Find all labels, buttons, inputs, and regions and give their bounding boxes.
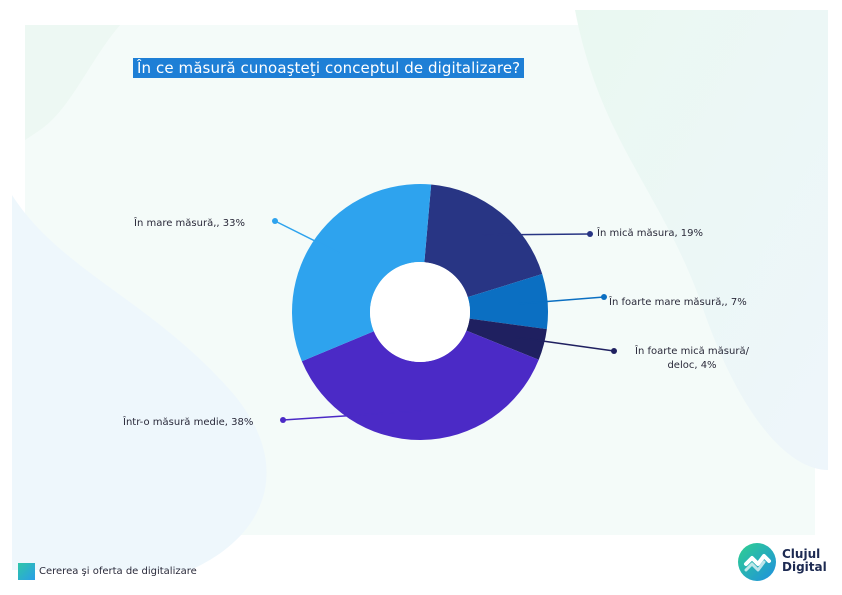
slice-foarte-mare-leader-dot: [601, 294, 607, 300]
slice-medie-leader-line: [282, 410, 421, 421]
slice-foarte-mica-leader-dot: [611, 348, 617, 354]
slice-mare-leader-dot: [272, 218, 278, 224]
slice-mare: [292, 183, 432, 362]
background-blob-left: [12, 195, 267, 570]
chart-title: În ce măsură cunoaşteţi conceptul de dig…: [133, 58, 525, 78]
slice-label-foarte-mica-line2: deloc, 4%: [667, 360, 717, 371]
slice-foarte-mica: [466, 318, 547, 360]
slice-foarte-mica-leader-line: [515, 336, 615, 352]
logo-text-line1: Clujul: [782, 547, 821, 561]
donut-hole: [370, 262, 470, 362]
slice-foarte-mare-leader-line: [518, 296, 605, 305]
footer-square-icon: [18, 563, 35, 580]
clujul-digital-logo: Clujul Digital: [737, 542, 829, 584]
slice-medie: [301, 330, 539, 440]
slice-label-foarte-mica-line1: În foarte mică măsură/: [635, 346, 749, 357]
slice-mare-leader-line: [274, 220, 341, 255]
slice-label-foarte-mica: În foarte mică măsură/ deloc, 4%: [617, 345, 767, 373]
logo-text: Clujul Digital: [782, 548, 827, 574]
slice-foarte-mare: [467, 273, 548, 330]
background-blob-top-left: [25, 25, 120, 140]
footer: Cererea şi oferta de digitalizare: [18, 563, 197, 580]
logo-text-line2: Digital: [782, 560, 827, 574]
footer-text: Cererea şi oferta de digitalizare: [39, 566, 197, 577]
logo-mark-icon: [738, 543, 776, 581]
slice-label-foarte-mare: În foarte mare măsură,, 7%: [609, 297, 747, 308]
slice-mica: [424, 184, 543, 298]
slice-label-mare: În mare măsură,, 33%: [134, 218, 245, 229]
background-blob-right: [575, 10, 828, 470]
slice-mica-leader-line: [482, 233, 591, 236]
slice-medie-leader-dot: [280, 417, 286, 423]
slice-label-mica: În mică măsura, 19%: [597, 228, 704, 239]
slice-mica-leader-dot: [587, 231, 593, 237]
slice-label-medie: Într-o măsură medie, 38%: [123, 417, 254, 428]
